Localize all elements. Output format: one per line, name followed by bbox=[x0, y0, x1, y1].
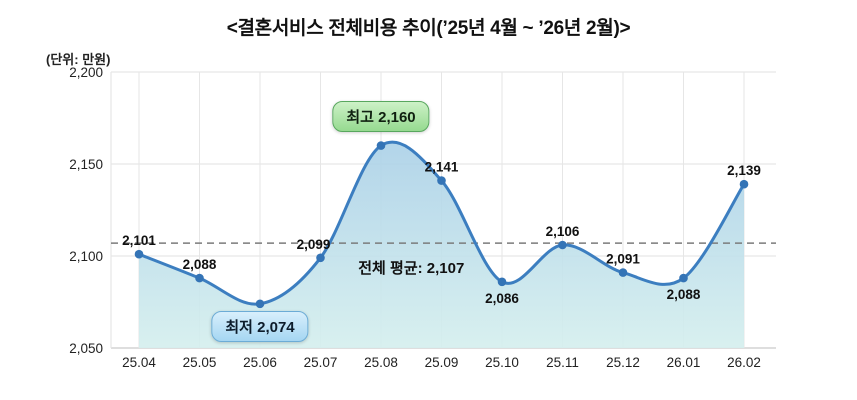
x-tick-label: 25.09 bbox=[425, 355, 459, 370]
data-point bbox=[195, 273, 204, 283]
y-tick-label: 2,050 bbox=[69, 341, 103, 356]
x-tick-label: 25.08 bbox=[364, 355, 398, 370]
y-tick-label: 2,100 bbox=[69, 249, 103, 264]
data-value-label: 2,088 bbox=[183, 257, 217, 272]
data-value-label: 2,099 bbox=[297, 237, 331, 252]
x-tick-label: 25.11 bbox=[546, 355, 579, 370]
data-point bbox=[739, 179, 749, 189]
data-point bbox=[558, 240, 567, 250]
data-point bbox=[679, 273, 688, 283]
area-fill bbox=[139, 142, 744, 348]
data-value-label: 2,088 bbox=[667, 287, 701, 302]
x-tick-label: 25.07 bbox=[304, 355, 338, 370]
data-value-label: 2,101 bbox=[122, 233, 156, 248]
data-value-label: 2,141 bbox=[425, 160, 459, 175]
data-point bbox=[437, 176, 446, 185]
data-point bbox=[497, 277, 507, 287]
min-value-badge: 최저 2,074 bbox=[211, 310, 309, 342]
data-value-label: 2,106 bbox=[546, 224, 580, 239]
x-tick-label: 26.02 bbox=[727, 355, 761, 370]
x-tick-label: 25.04 bbox=[122, 355, 156, 370]
y-tick-label: 2,150 bbox=[69, 157, 103, 172]
data-point bbox=[255, 299, 265, 309]
data-point bbox=[316, 253, 325, 263]
data-value-label: 2,086 bbox=[485, 291, 519, 306]
data-value-label: 2,091 bbox=[606, 252, 640, 267]
x-tick-label: 26.01 bbox=[667, 355, 701, 370]
x-tick-label: 25.10 bbox=[485, 355, 519, 370]
x-tick-label: 25.05 bbox=[183, 355, 217, 370]
data-value-label: 2,139 bbox=[727, 163, 761, 178]
data-point bbox=[134, 249, 144, 259]
chart-title: <결혼서비스 전체비용 추이(’25년 4월 ~ ’26년 2월)> bbox=[226, 18, 631, 39]
average-label: 전체 평균: 2,107 bbox=[358, 260, 465, 278]
unit-label: (단위: 만원) bbox=[46, 52, 111, 67]
y-tick-label: 2,200 bbox=[69, 65, 103, 80]
x-tick-label: 25.12 bbox=[606, 355, 640, 370]
x-tick-label: 25.06 bbox=[243, 355, 277, 370]
data-point bbox=[376, 141, 386, 150]
data-point bbox=[618, 268, 628, 277]
max-value-badge: 최고 2,160 bbox=[332, 100, 430, 132]
